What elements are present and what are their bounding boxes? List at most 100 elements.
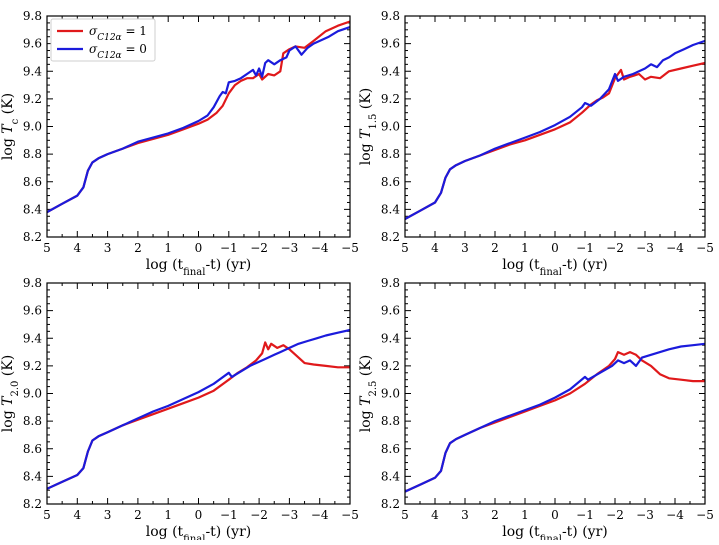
axes-frame xyxy=(404,15,706,238)
y-tick-label: 8.2 xyxy=(23,497,42,511)
y-axis-label: log T2.0 (K) xyxy=(0,355,21,432)
x-tick-label: −2 xyxy=(250,508,268,522)
y-tick-label: 9.0 xyxy=(23,120,42,134)
y-axis-label: log Tc (K) xyxy=(0,93,21,160)
y-tick-label: 9.4 xyxy=(23,331,42,345)
y-tick-label: 8.6 xyxy=(381,442,400,456)
x-tick-label: −1 xyxy=(576,508,594,522)
y-tick-label: 9.8 xyxy=(381,9,400,23)
x-tick-label: 1 xyxy=(521,508,529,522)
x-tick-label: 2 xyxy=(134,241,142,255)
x-tick-label: −1 xyxy=(576,241,594,255)
x-tick-label: −3 xyxy=(281,508,299,522)
x-tick-label: −3 xyxy=(281,241,299,255)
x-axis-label: log (tfinal-t) (yr) xyxy=(502,257,607,278)
x-tick-label: 2 xyxy=(491,508,499,522)
y-tick-label: 8.8 xyxy=(23,414,42,428)
y-tick-label: 9.2 xyxy=(381,359,400,373)
x-tick-label: −1 xyxy=(220,508,238,522)
y-tick-label: 8.6 xyxy=(381,175,400,189)
series-line-sigma-1 xyxy=(405,351,705,493)
x-tick-label: 0 xyxy=(551,508,559,522)
x-tick-label: 0 xyxy=(195,508,203,522)
series-line-sigma-0 xyxy=(47,328,350,490)
y-tick-label: 8.8 xyxy=(381,147,400,161)
x-tick-label: −5 xyxy=(696,508,714,522)
y-tick-label: 8.8 xyxy=(23,147,42,161)
legend-label: σC12α = 1 xyxy=(89,24,147,43)
x-tick-label: −2 xyxy=(606,508,624,522)
axes-frame xyxy=(46,15,351,238)
x-tick-label: 3 xyxy=(461,508,469,522)
y-tick-label: 9.0 xyxy=(23,387,42,401)
y-tick-label: 9.4 xyxy=(381,64,400,78)
series-group xyxy=(47,20,350,214)
legend-label: σC12α = 0 xyxy=(89,42,147,61)
chart-panel-bottom-right: 5 4 3 2 1 0 −1 −2 −3 −4 −5 8.2 8.4 8.6 8.8 9.0 9.2 9.4 9.6… xyxy=(358,276,714,545)
x-tick-label: −3 xyxy=(636,241,654,255)
series-group xyxy=(405,342,705,493)
x-tick-label: −1 xyxy=(220,241,238,255)
y-tick-label: 9.4 xyxy=(23,64,42,78)
y-tick-label: 9.8 xyxy=(23,9,42,23)
y-tick-label: 8.8 xyxy=(381,414,400,428)
series-line-sigma-0 xyxy=(47,26,350,214)
y-tick-label: 8.2 xyxy=(381,230,400,244)
axes-frame xyxy=(404,282,706,505)
y-tick-label: 9.4 xyxy=(381,331,400,345)
x-tick-label: 3 xyxy=(104,508,112,522)
y-tick-label: 8.6 xyxy=(23,442,42,456)
x-tick-label: 0 xyxy=(195,241,203,255)
legend-box xyxy=(50,18,156,62)
x-tick-label: −4 xyxy=(311,508,329,522)
x-tick-label: 5 xyxy=(401,241,409,255)
series-line-sigma-0 xyxy=(405,39,705,221)
series-line-sigma-0 xyxy=(405,342,705,493)
x-tick-label: 0 xyxy=(551,241,559,255)
x-tick-label: −4 xyxy=(311,241,329,255)
y-tick-label: 9.6 xyxy=(23,304,42,318)
x-axis-label: log (tfinal-t) (yr) xyxy=(146,524,251,540)
x-tick-label: 5 xyxy=(43,508,51,522)
y-tick-label: 9.0 xyxy=(381,387,400,401)
x-axis-label: log (tfinal-t) (yr) xyxy=(146,257,251,278)
y-tick-label: 8.4 xyxy=(381,202,400,216)
y-tick-label: 9.0 xyxy=(381,120,400,134)
x-tick-label: −4 xyxy=(666,241,684,255)
y-tick-label: 8.2 xyxy=(23,230,42,244)
series-line-sigma-1 xyxy=(405,61,705,221)
y-tick-label: 9.6 xyxy=(23,37,42,51)
series-line-sigma-1 xyxy=(47,341,350,490)
y-tick-label: 8.2 xyxy=(381,497,400,511)
y-tick-label: 8.4 xyxy=(23,202,42,216)
x-tick-label: 3 xyxy=(461,241,469,255)
chart-panel-top-right: 5 4 3 2 1 0 −1 −2 −3 −4 −5 8.2 8.4 8.6 8.8 9.0 9.2 9.4 9.6… xyxy=(358,9,714,278)
y-tick-label: 8.6 xyxy=(23,175,42,189)
y-tick-label: 9.8 xyxy=(23,276,42,290)
x-tick-label: −5 xyxy=(696,241,714,255)
series-group xyxy=(405,39,705,221)
x-tick-label: −2 xyxy=(606,241,624,255)
y-tick-label: 9.6 xyxy=(381,304,400,318)
x-tick-label: 4 xyxy=(73,508,81,522)
y-tick-label: 9.6 xyxy=(381,37,400,51)
x-tick-label: −5 xyxy=(341,241,359,255)
y-tick-label: 9.2 xyxy=(23,359,42,373)
chart-panel-top-left: 5 4 3 2 1 0 −1 −2 −3 −4 −5 8.2 8.4 8.6 8.8 9.0 9.2 9.4 9.6… xyxy=(0,9,359,278)
x-tick-label: −3 xyxy=(636,508,654,522)
x-tick-label: −5 xyxy=(341,508,359,522)
y-tick-label: 8.4 xyxy=(23,469,42,483)
x-tick-label: 3 xyxy=(104,241,112,255)
axes-frame xyxy=(46,282,351,505)
x-tick-label: 1 xyxy=(521,241,529,255)
series-group xyxy=(47,328,350,490)
x-tick-label: 2 xyxy=(134,508,142,522)
x-tick-label: 1 xyxy=(164,241,172,255)
y-tick-label: 9.2 xyxy=(381,92,400,106)
x-tick-label: 5 xyxy=(43,241,51,255)
chart-panel-bottom-left: 5 4 3 2 1 0 −1 −2 −3 −4 −5 8.2 8.4 8.6 8.8 9.0 9.2 9.4 9.6… xyxy=(0,276,359,545)
x-tick-label: 1 xyxy=(164,508,172,522)
